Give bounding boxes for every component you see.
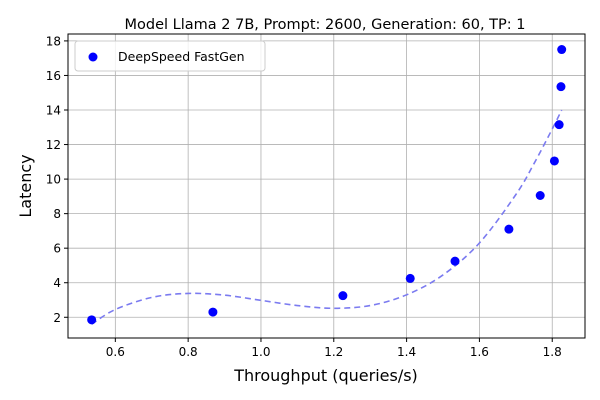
x-tick-label: 0.6	[106, 345, 125, 359]
data-point	[450, 256, 460, 266]
data-point	[535, 191, 545, 200]
y-tick-label: 6	[53, 242, 61, 256]
trend-line	[91, 109, 563, 325]
x-axis-ticks: 0.6 0.8 1.0 1.2 1.4 1.6 1.8	[106, 338, 562, 359]
y-tick-label: 14	[46, 104, 61, 118]
y-tick-label: 16	[46, 69, 61, 83]
chart-title: Model Llama 2 7B, Prompt: 2600, Generati…	[125, 17, 526, 33]
plot-frame	[67, 33, 586, 339]
x-tick-label: 1.4	[397, 345, 416, 359]
y-axis-label: Latency	[16, 154, 35, 217]
y-tick-label: 4	[53, 276, 61, 290]
trend-line-group	[91, 109, 563, 325]
x-tick-label: 1.0	[251, 345, 270, 359]
legend: DeepSpeed FastGen	[74, 40, 266, 72]
y-tick-label: 18	[46, 34, 61, 48]
x-axis-label: Throughput (queries/s)	[233, 366, 418, 385]
grid	[68, 34, 585, 338]
data-point	[556, 82, 566, 92]
legend-box	[74, 40, 266, 72]
y-tick-label: 8	[53, 207, 61, 221]
y-tick-label: 12	[46, 138, 61, 152]
data-point	[554, 120, 564, 130]
x-tick-label: 1.6	[470, 345, 489, 359]
legend-marker	[88, 52, 98, 62]
y-tick-label: 2	[53, 311, 61, 325]
legend-label: DeepSpeed FastGen	[118, 49, 245, 64]
data-point	[87, 315, 97, 325]
data-point	[208, 307, 218, 317]
data-points	[87, 45, 567, 325]
x-tick-label: 1.8	[543, 345, 562, 359]
data-point	[549, 156, 559, 166]
data-point	[504, 224, 514, 234]
y-axis-ticks: 2 4 6 8 10 12 14 16 18	[46, 34, 68, 325]
data-point	[557, 45, 567, 55]
x-tick-label: 0.8	[179, 345, 198, 359]
y-tick-label: 10	[46, 173, 61, 187]
x-tick-label: 1.2	[324, 345, 343, 359]
data-point	[338, 291, 348, 301]
data-point	[405, 273, 415, 283]
